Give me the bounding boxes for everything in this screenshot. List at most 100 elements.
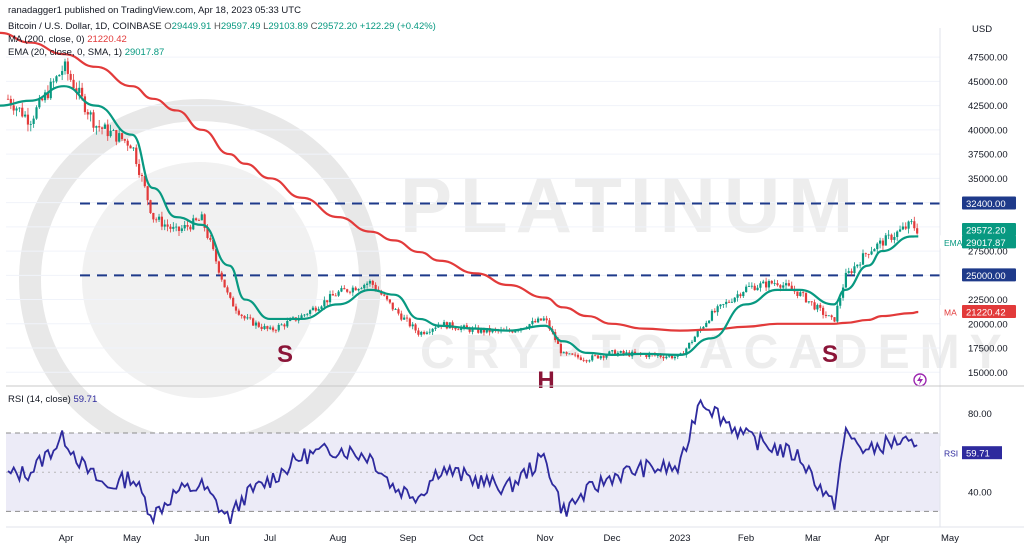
candle-body (223, 279, 226, 288)
indicator-tag-name: EMA (944, 238, 963, 248)
candle-body (673, 356, 676, 359)
candle-body (286, 320, 289, 327)
ma-200-line (0, 31, 919, 332)
candle-body (189, 226, 192, 230)
ma-legend[interactable]: MA (200, close, 0) 21220.42 (8, 34, 127, 45)
candle-body (135, 147, 138, 165)
candle-body (12, 105, 15, 111)
publisher-text: ranadagger1 published on TradingView.com… (8, 5, 301, 16)
level-tag-text: 25000.00 (966, 271, 1006, 282)
candle-body (306, 313, 309, 315)
currency-label: USD (972, 24, 992, 35)
candle-body (545, 318, 548, 321)
price-tick-label: 37500.00 (968, 150, 1008, 161)
candle-body (214, 249, 218, 262)
candle-body (457, 329, 460, 331)
candle-body (334, 295, 337, 297)
candle-body (548, 320, 551, 329)
candle-body (830, 315, 833, 318)
candle-body (163, 224, 166, 227)
candle-body (813, 302, 816, 310)
candle-body (565, 352, 568, 354)
candle-body (816, 304, 819, 310)
candle-body (98, 126, 101, 128)
candle-body (400, 313, 403, 320)
candle-body (867, 254, 870, 255)
time-tick-label: 2023 (669, 533, 690, 544)
candle-body (556, 340, 560, 344)
candle-body (220, 272, 223, 280)
time-tick-label: Jun (194, 533, 209, 544)
candle-body (212, 239, 215, 250)
candle-body (688, 342, 691, 349)
price-tick-label: 17500.00 (968, 344, 1008, 355)
price-tick-label: 42500.00 (968, 101, 1008, 112)
candle-body (662, 356, 665, 359)
candle-body (696, 331, 699, 337)
candle-body (827, 315, 830, 317)
candle-body (55, 76, 58, 82)
candle-body (898, 229, 902, 232)
candle-body (331, 294, 334, 296)
time-tick-label: May (123, 533, 141, 544)
candle-body (824, 314, 828, 316)
rsi-series-line (7, 398, 918, 526)
rsi-tick-label: 80.00 (968, 409, 992, 420)
candle-body (787, 283, 790, 286)
pattern-label-s: S (822, 341, 838, 368)
candle-body (66, 61, 69, 74)
candle-body (348, 291, 352, 293)
ma-legend-label: MA (200, close, 0) (8, 34, 85, 45)
candle-body (733, 297, 736, 302)
candle-body (588, 360, 591, 362)
candle-body (562, 352, 565, 354)
ema-price-tag-text: 29017.87 (966, 238, 1006, 249)
candle-body (246, 317, 249, 319)
time-tick-label: Feb (738, 533, 754, 544)
candle-body (328, 294, 332, 303)
candle-body (719, 304, 722, 307)
price-tick-label: 27500.00 (968, 247, 1008, 258)
rsi-legend[interactable]: RSI (14, close) 59.71 (8, 394, 97, 405)
candle-body (659, 355, 662, 357)
candle-body (195, 218, 198, 221)
candle-body (405, 317, 409, 319)
candle-body (351, 287, 354, 293)
indicator-tag-bg (940, 235, 962, 249)
candle-body (594, 355, 597, 357)
bolt-glyph (917, 375, 923, 385)
candle-body (454, 328, 457, 330)
candle-body (58, 74, 61, 77)
candle-body (63, 61, 67, 72)
indicator-tag-name: MA (944, 307, 957, 317)
price-tick-label: 20000.00 (968, 319, 1008, 330)
candle-body (172, 226, 175, 229)
candle-body (822, 307, 825, 315)
pattern-label-s: S (277, 341, 293, 368)
candle-body (910, 221, 913, 223)
ema-legend[interactable]: EMA (20, close, 0, SMA, 1) 29017.87 (8, 47, 164, 58)
level-tag-text: 32400.00 (966, 199, 1006, 210)
candle-body (773, 283, 776, 285)
rsi-tag-name: RSI (944, 449, 958, 459)
candle-body (269, 327, 272, 329)
candle-body (180, 228, 183, 231)
candle-body (613, 350, 617, 356)
candle-body (802, 292, 805, 294)
candle-body (605, 355, 608, 358)
axes: USD 15000.00 17500.00 20000.00 22500.00 25000… (6, 24, 1024, 544)
candle-body (277, 324, 280, 331)
candle-body (274, 330, 277, 332)
candle-body (343, 288, 346, 290)
candle-body (608, 351, 611, 356)
candle-body (896, 231, 899, 237)
candle-body (89, 112, 92, 115)
watermark-title: PLATINUM (400, 161, 861, 249)
candle-body (465, 325, 468, 328)
candle-body (722, 304, 725, 305)
candle-body (32, 118, 35, 124)
open-value: 29449.91 (171, 21, 212, 32)
rsi-legend-label: RSI (14, close) (8, 394, 71, 405)
ma-legend-value: 21220.42 (87, 34, 127, 45)
candle-body (403, 317, 406, 320)
